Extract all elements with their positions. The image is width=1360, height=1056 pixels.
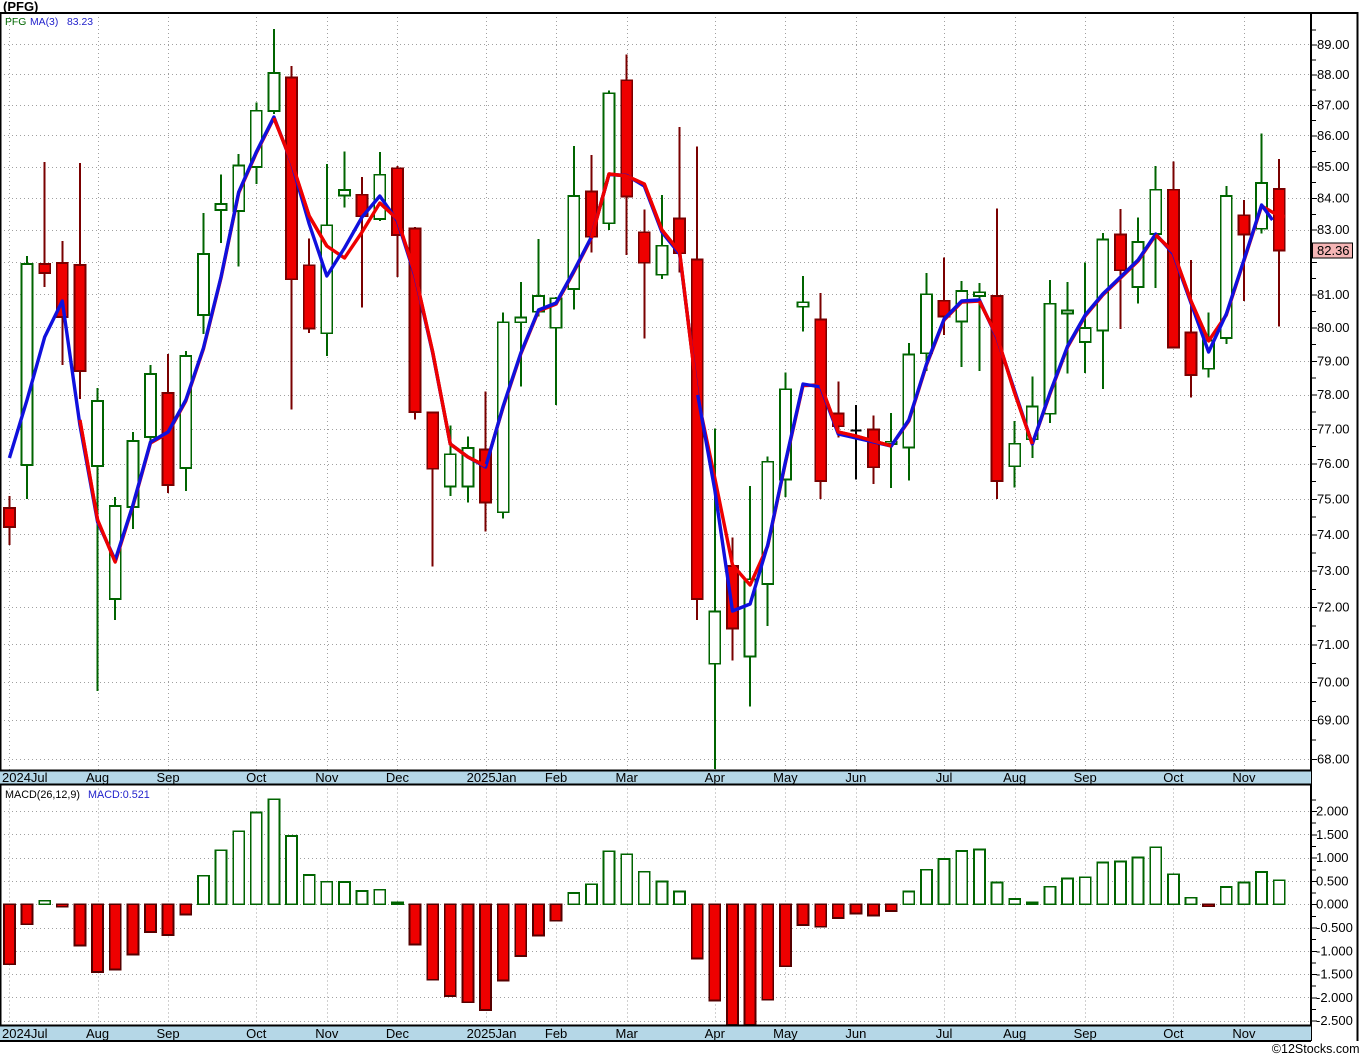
- svg-text:81.00: 81.00: [1317, 287, 1350, 302]
- svg-text:Aug: Aug: [86, 1026, 109, 1041]
- svg-text:Mar: Mar: [616, 770, 639, 785]
- svg-text:Jun: Jun: [845, 1026, 866, 1041]
- svg-text:69.00: 69.00: [1317, 713, 1350, 728]
- svg-text:Apr: Apr: [705, 1026, 726, 1041]
- svg-text:68.00: 68.00: [1317, 751, 1350, 766]
- svg-text:MACD(26,12,9): MACD(26,12,9): [5, 789, 80, 801]
- svg-text:74.00: 74.00: [1317, 527, 1350, 542]
- svg-text:82.36: 82.36: [1317, 243, 1350, 258]
- svg-text:Nov: Nov: [1232, 1026, 1256, 1041]
- svg-text:Mar: Mar: [616, 1026, 639, 1041]
- svg-text:(PFG): (PFG): [3, 0, 38, 14]
- svg-text:70.00: 70.00: [1317, 675, 1350, 690]
- svg-text:1.000: 1.000: [1316, 850, 1349, 865]
- svg-text:77.00: 77.00: [1317, 421, 1350, 436]
- svg-text:Aug: Aug: [86, 770, 109, 785]
- svg-text:Feb: Feb: [545, 1026, 567, 1041]
- svg-text:MACD:0.521: MACD:0.521: [88, 789, 150, 801]
- svg-text:Sep: Sep: [1074, 1026, 1097, 1041]
- svg-text:-0.500: -0.500: [1316, 920, 1353, 935]
- svg-text:Jun: Jun: [845, 770, 866, 785]
- svg-text:Aug: Aug: [1003, 770, 1026, 785]
- svg-text:-2.500: -2.500: [1316, 1013, 1353, 1028]
- svg-text:Oct: Oct: [1163, 770, 1184, 785]
- svg-text:Jul: Jul: [936, 770, 953, 785]
- svg-text:May: May: [773, 770, 798, 785]
- svg-text:83.23: 83.23: [67, 17, 93, 28]
- svg-text:86.00: 86.00: [1317, 128, 1350, 143]
- svg-text:Oct: Oct: [1163, 1026, 1184, 1041]
- svg-text:Sep: Sep: [157, 1026, 180, 1041]
- svg-text:83.00: 83.00: [1317, 222, 1350, 237]
- svg-text:87.00: 87.00: [1317, 97, 1350, 112]
- svg-text:79.00: 79.00: [1317, 353, 1350, 368]
- svg-text:Nov: Nov: [315, 770, 339, 785]
- svg-text:Sep: Sep: [1074, 770, 1097, 785]
- svg-text:Nov: Nov: [1232, 770, 1256, 785]
- svg-text:0.000: 0.000: [1316, 897, 1349, 912]
- svg-text:PFG: PFG: [5, 17, 26, 28]
- svg-text:Aug: Aug: [1003, 1026, 1026, 1041]
- svg-text:85.00: 85.00: [1317, 159, 1350, 174]
- svg-text:Apr: Apr: [705, 770, 726, 785]
- svg-text:©12Stocks.com: ©12Stocks.com: [1272, 1042, 1360, 1056]
- svg-text:Oct: Oct: [246, 770, 267, 785]
- svg-text:May: May: [773, 1026, 798, 1041]
- svg-text:73.00: 73.00: [1317, 563, 1350, 578]
- svg-text:2024Jul: 2024Jul: [2, 1026, 48, 1041]
- svg-text:80.00: 80.00: [1317, 320, 1350, 335]
- svg-text:-2.000: -2.000: [1316, 990, 1353, 1005]
- svg-text:-1.500: -1.500: [1316, 967, 1353, 982]
- svg-text:Sep: Sep: [157, 770, 180, 785]
- svg-text:78.00: 78.00: [1317, 387, 1350, 402]
- svg-text:84.00: 84.00: [1317, 190, 1350, 205]
- svg-text:71.00: 71.00: [1317, 637, 1350, 652]
- svg-text:76.00: 76.00: [1317, 456, 1350, 471]
- svg-text:1.500: 1.500: [1316, 827, 1349, 842]
- svg-text:MA(3): MA(3): [30, 17, 58, 28]
- svg-text:2.000: 2.000: [1316, 804, 1349, 819]
- svg-text:2024Jul: 2024Jul: [2, 770, 48, 785]
- svg-text:Dec: Dec: [386, 1026, 410, 1041]
- svg-text:Feb: Feb: [545, 770, 567, 785]
- svg-text:89.00: 89.00: [1317, 37, 1350, 52]
- svg-text:Oct: Oct: [246, 1026, 267, 1041]
- svg-text:2025Jan: 2025Jan: [467, 1026, 517, 1041]
- svg-text:Nov: Nov: [315, 1026, 339, 1041]
- svg-text:-1.000: -1.000: [1316, 943, 1353, 958]
- svg-text:75.00: 75.00: [1317, 491, 1350, 506]
- svg-text:88.00: 88.00: [1317, 67, 1350, 82]
- svg-text:2025Jan: 2025Jan: [467, 770, 517, 785]
- svg-text:72.00: 72.00: [1317, 600, 1350, 615]
- svg-text:Jul: Jul: [936, 1026, 953, 1041]
- svg-text:0.500: 0.500: [1316, 873, 1349, 888]
- svg-text:Dec: Dec: [386, 770, 410, 785]
